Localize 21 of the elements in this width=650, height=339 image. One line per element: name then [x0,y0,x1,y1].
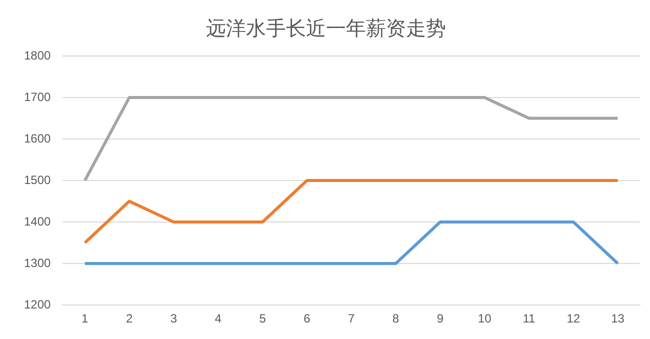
x-tick-label: 7 [348,311,356,326]
y-tick-label: 1200 [24,297,52,312]
x-tick-label: 5 [259,311,266,326]
x-tick-label: 1 [82,311,89,326]
x-tick-label: 4 [214,311,222,326]
x-tick-label: 9 [436,311,444,326]
y-tick-label: 1700 [24,90,52,104]
x-tick-label: 13 [611,311,625,326]
chart-title: 远洋水手长近一年薪资走势 [206,16,446,40]
y-tick-label: 1800 [24,48,52,62]
y-tick-label: 1400 [24,214,52,228]
x-tick-label: 2 [126,311,133,326]
x-tick-label: 12 [566,311,580,326]
x-tick-label: 11 [522,311,536,326]
x-tick-label: 8 [392,311,400,326]
y-tick-label: 1500 [24,172,52,187]
y-tick-label: 1300 [24,256,52,270]
x-tick-label: 10 [478,311,492,326]
y-tick-label: 1600 [24,131,52,146]
x-tick-label: 3 [170,311,178,326]
x-tick-label: 6 [304,311,311,326]
